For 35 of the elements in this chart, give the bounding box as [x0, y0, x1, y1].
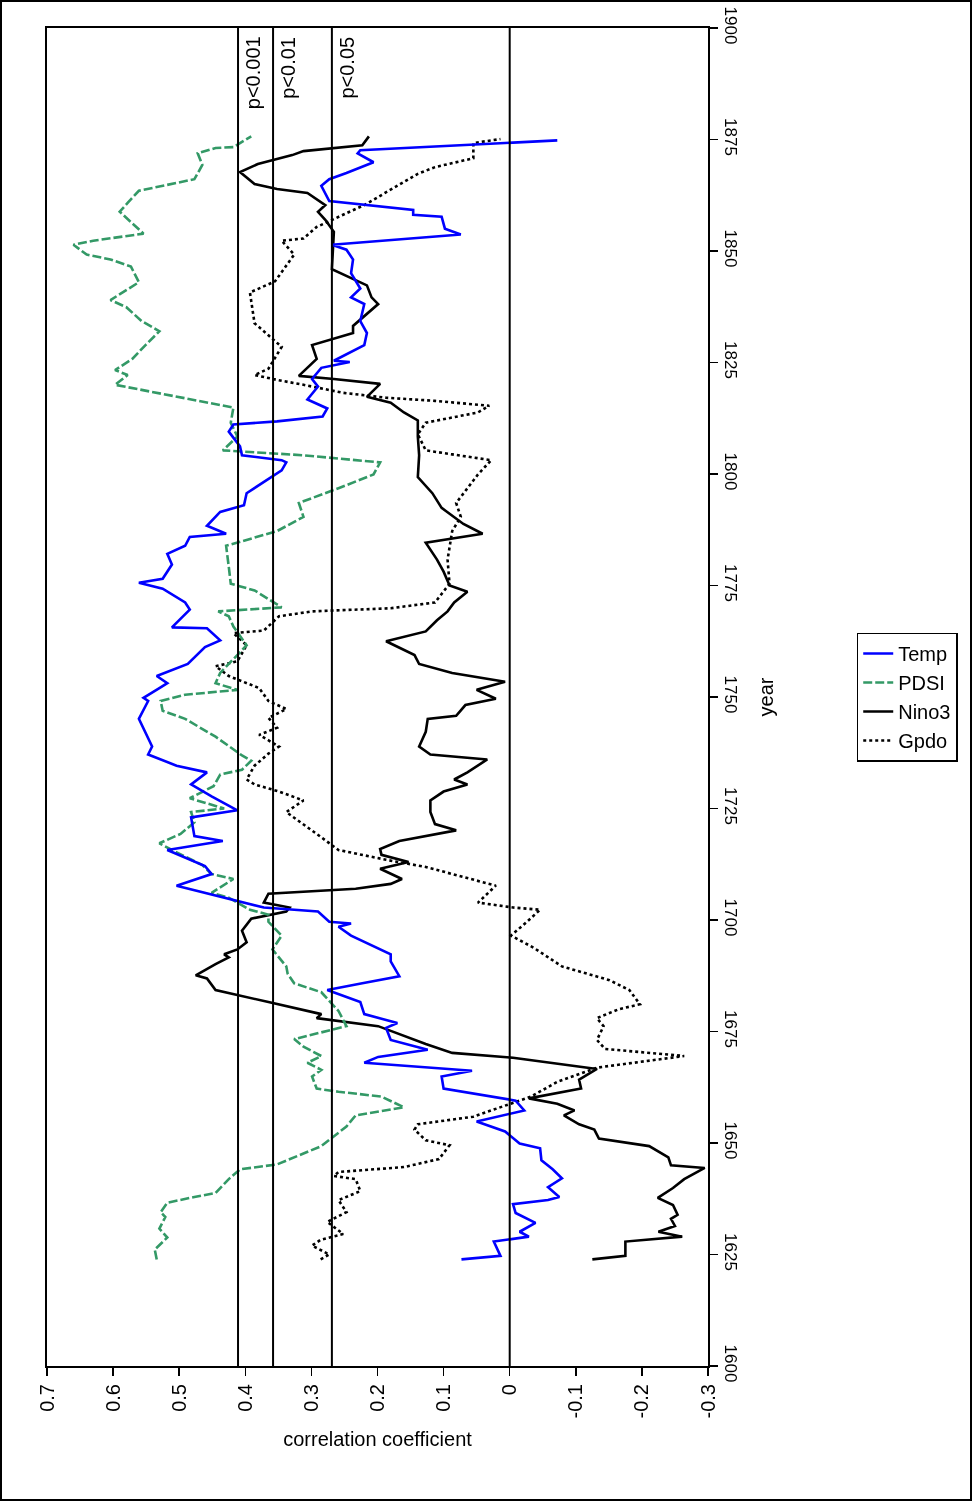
x-tick-label: -0.3: [696, 1384, 719, 1419]
ref-line-label: p<0.01: [277, 37, 300, 99]
x-tick-label: 0.3: [299, 1384, 322, 1412]
x-tick-label: 0.7: [35, 1384, 58, 1412]
line-series: [137, 139, 564, 1261]
legend-label: Nino3: [898, 701, 951, 724]
x-tick-label: 0.1: [432, 1384, 455, 1412]
x-tick-label: -0.2: [630, 1384, 653, 1419]
y-tick-label: 1800: [720, 452, 740, 491]
y-tick-label: 1725: [720, 787, 740, 825]
legend-label: Temp: [898, 643, 948, 666]
x-tick-label: -0.1: [564, 1384, 587, 1419]
x-tick-label: 0.4: [233, 1384, 256, 1412]
x-tick-label: 0.5: [167, 1384, 190, 1412]
y-tick-label: 1650: [720, 1121, 740, 1160]
y-tick-label: 1625: [720, 1233, 740, 1271]
y-tick-label: 1850: [720, 229, 740, 268]
x-tick-label: 0.6: [101, 1384, 124, 1412]
y-tick-label: 1900: [720, 6, 740, 45]
legend-label: PDSI: [898, 672, 945, 695]
x-tick-label: 0: [498, 1384, 521, 1396]
y-axis-title: year: [754, 677, 777, 717]
y-tick-label: 1875: [720, 118, 740, 156]
legend-label: Gpdo: [898, 730, 948, 753]
y-tick-label: 1600: [720, 1344, 740, 1383]
ref-line-label: p<0.05: [336, 36, 359, 99]
y-tick-label: 1675: [720, 1010, 740, 1048]
y-tick-label: 1775: [720, 564, 740, 602]
y-tick-label: 1825: [720, 341, 740, 379]
y-tick-label: 1700: [720, 898, 740, 937]
x-axis-title: correlation coefficient: [283, 1428, 473, 1451]
x-tick-label: 0.2: [366, 1384, 388, 1412]
ref-line-label: p<0.001: [241, 36, 264, 110]
line-series: [72, 135, 406, 1261]
y-tick-label: 1750: [720, 675, 740, 714]
